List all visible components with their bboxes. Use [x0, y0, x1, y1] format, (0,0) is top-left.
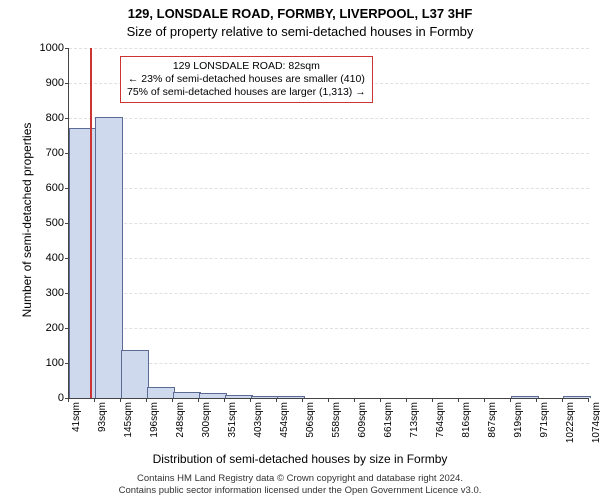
xtick-label: 661sqm [383, 402, 394, 452]
grid-line [69, 328, 589, 329]
footer-line1: Contains HM Land Registry data © Crown c… [0, 473, 600, 484]
xtick-mark [406, 398, 407, 402]
ytick-label: 500 [24, 217, 64, 229]
xtick-mark [484, 398, 485, 402]
grid-line [69, 118, 589, 119]
xtick-mark [588, 398, 589, 402]
xtick-label: 558sqm [331, 402, 342, 452]
ytick-label: 300 [24, 287, 64, 299]
xtick-mark [94, 398, 95, 402]
xtick-label: 93sqm [97, 402, 108, 452]
ytick-label: 1000 [24, 42, 64, 54]
grid-line [69, 293, 589, 294]
ytick-label: 700 [24, 147, 64, 159]
ytick-label: 100 [24, 357, 64, 369]
xtick-mark [172, 398, 173, 402]
xtick-mark [68, 398, 69, 402]
xtick-mark [458, 398, 459, 402]
annotation-line3: 75% of semi-detached houses are larger (… [127, 86, 366, 99]
histogram-bar [563, 396, 591, 398]
histogram-bar [147, 387, 175, 399]
grid-line [69, 153, 589, 154]
histogram-bar [95, 117, 123, 398]
xtick-label: 713sqm [409, 402, 420, 452]
xtick-label: 867sqm [487, 402, 498, 452]
ytick-label: 900 [24, 77, 64, 89]
xtick-label: 403sqm [253, 402, 264, 452]
xtick-mark [250, 398, 251, 402]
ytick-mark [65, 118, 69, 119]
chart-container: 129, LONSDALE ROAD, FORMBY, LIVERPOOL, L… [0, 0, 600, 500]
xtick-label: 1022sqm [565, 402, 576, 452]
grid-line [69, 188, 589, 189]
xtick-label: 971sqm [539, 402, 550, 452]
annotation-box: 129 LONSDALE ROAD: 82sqm ← 23% of semi-d… [120, 56, 373, 103]
xtick-label: 41sqm [71, 402, 82, 452]
chart-title: 129, LONSDALE ROAD, FORMBY, LIVERPOOL, L… [0, 6, 600, 21]
histogram-bar [511, 396, 539, 398]
xtick-mark [380, 398, 381, 402]
ytick-label: 200 [24, 322, 64, 334]
annotation-line1: 129 LONSDALE ROAD: 82sqm [127, 60, 366, 73]
xtick-mark [276, 398, 277, 402]
xtick-mark [120, 398, 121, 402]
xtick-mark [354, 398, 355, 402]
xtick-mark [562, 398, 563, 402]
xtick-label: 506sqm [305, 402, 316, 452]
xtick-mark [328, 398, 329, 402]
ytick-mark [65, 48, 69, 49]
xtick-label: 248sqm [175, 402, 186, 452]
xtick-label: 919sqm [513, 402, 524, 452]
xtick-mark [536, 398, 537, 402]
grid-line [69, 223, 589, 224]
xtick-mark [198, 398, 199, 402]
footer: Contains HM Land Registry data © Crown c… [0, 473, 600, 496]
annotation-line2: ← 23% of semi-detached houses are smalle… [127, 73, 366, 86]
histogram-bar [251, 396, 279, 398]
xtick-label: 1074sqm [591, 402, 600, 452]
xtick-label: 816sqm [461, 402, 472, 452]
xtick-label: 145sqm [123, 402, 134, 452]
xtick-mark [224, 398, 225, 402]
grid-line [69, 48, 589, 49]
histogram-bar [173, 392, 201, 398]
xtick-label: 196sqm [149, 402, 160, 452]
xtick-mark [432, 398, 433, 402]
footer-line2: Contains public sector information licen… [0, 485, 600, 496]
xtick-mark [146, 398, 147, 402]
histogram-bar [199, 393, 227, 398]
grid-line [69, 258, 589, 259]
histogram-bar [69, 128, 97, 399]
chart-subtitle: Size of property relative to semi-detach… [0, 24, 600, 39]
xtick-label: 609sqm [357, 402, 368, 452]
xtick-label: 454sqm [279, 402, 290, 452]
ytick-label: 600 [24, 182, 64, 194]
histogram-bar [277, 396, 305, 398]
ytick-mark [65, 83, 69, 84]
xtick-mark [302, 398, 303, 402]
xtick-mark [510, 398, 511, 402]
xtick-label: 764sqm [435, 402, 446, 452]
histogram-bar [121, 350, 149, 398]
xtick-label: 351sqm [227, 402, 238, 452]
ytick-label: 800 [24, 112, 64, 124]
highlight-line [90, 48, 92, 398]
x-axis-label: Distribution of semi-detached houses by … [0, 452, 600, 466]
xtick-label: 300sqm [201, 402, 212, 452]
ytick-label: 0 [24, 392, 64, 404]
ytick-label: 400 [24, 252, 64, 264]
histogram-bar [225, 395, 253, 398]
